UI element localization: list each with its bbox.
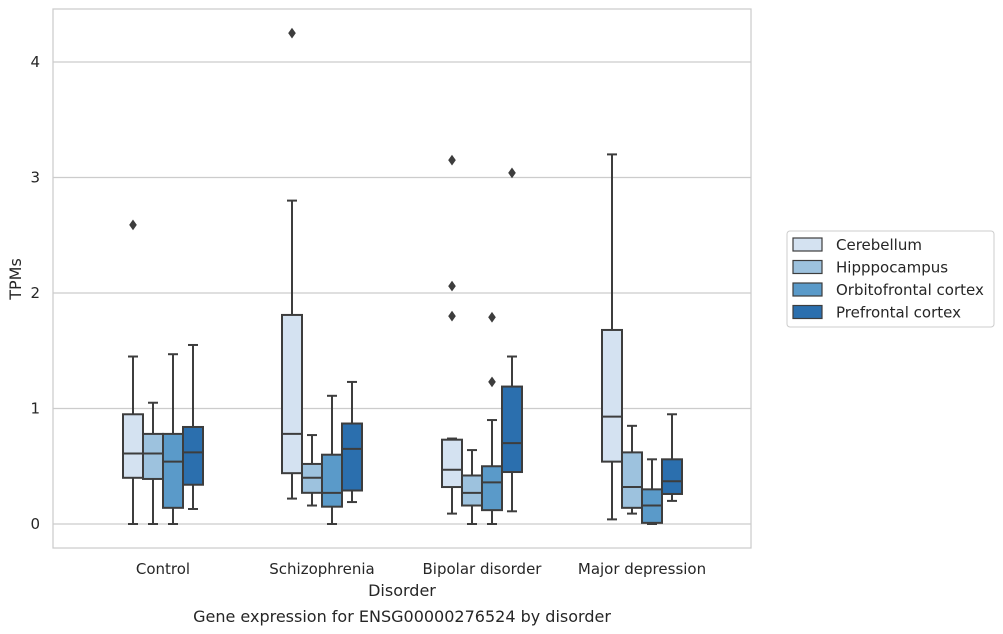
- outlier-point: [488, 311, 496, 323]
- legend-label: Cerebellum: [836, 236, 922, 254]
- legend: Cerebellum Hipppocampus Orbitofrontal cort…: [786, 230, 995, 328]
- plot-area-frame: [52, 8, 752, 549]
- legend-swatch: [792, 282, 823, 297]
- outlier-point: [508, 167, 516, 179]
- box: [162, 432, 184, 509]
- x-tick-labels: Control Schizophrenia Bipolar disorder Majo…: [136, 560, 706, 578]
- y-tick-label: 0: [30, 515, 40, 533]
- box-series: [122, 27, 683, 525]
- outlier-point: [448, 310, 456, 322]
- legend-label: Hipppocampus: [836, 259, 948, 277]
- x-tick-label: Major depression: [578, 560, 706, 578]
- y-tick-label: 3: [30, 169, 40, 187]
- outlier-point: [129, 219, 137, 231]
- box: [142, 432, 164, 480]
- outlier-point: [448, 154, 456, 166]
- box: [441, 438, 463, 489]
- box: [601, 328, 623, 463]
- y-tick-label: 2: [30, 284, 40, 302]
- legend-label: Prefrontal cortex: [836, 304, 961, 322]
- box: [122, 413, 144, 479]
- box: [182, 425, 204, 486]
- x-tick-label: Control: [136, 560, 190, 578]
- y-tick-label: 4: [30, 53, 40, 71]
- box: [661, 458, 683, 495]
- box: [281, 313, 303, 475]
- legend-swatch: [792, 259, 823, 275]
- legend-swatch: [792, 237, 823, 252]
- box: [341, 422, 363, 492]
- y-tick-label: 1: [30, 400, 40, 418]
- legend-swatch: [792, 304, 823, 320]
- outlier-point: [288, 27, 296, 39]
- x-tick-label: Schizophrenia: [269, 560, 374, 578]
- y-tick-labels: 0 1 2 3 4: [30, 53, 40, 533]
- box: [481, 465, 503, 512]
- outlier-point: [488, 376, 496, 388]
- outlier-point: [448, 280, 456, 292]
- x-axis-label: Disorder: [368, 581, 436, 600]
- y-axis-label: TPMs: [6, 258, 25, 301]
- box: [321, 453, 343, 508]
- legend-frame: [786, 230, 995, 328]
- box: [621, 451, 643, 509]
- chart-caption: Gene expression for ENSG00000276524 by d…: [193, 607, 611, 626]
- legend-label: Orbitofrontal cortex: [836, 281, 984, 299]
- box: [461, 474, 483, 507]
- box: [501, 385, 523, 474]
- x-tick-label: Bipolar disorder: [423, 560, 543, 578]
